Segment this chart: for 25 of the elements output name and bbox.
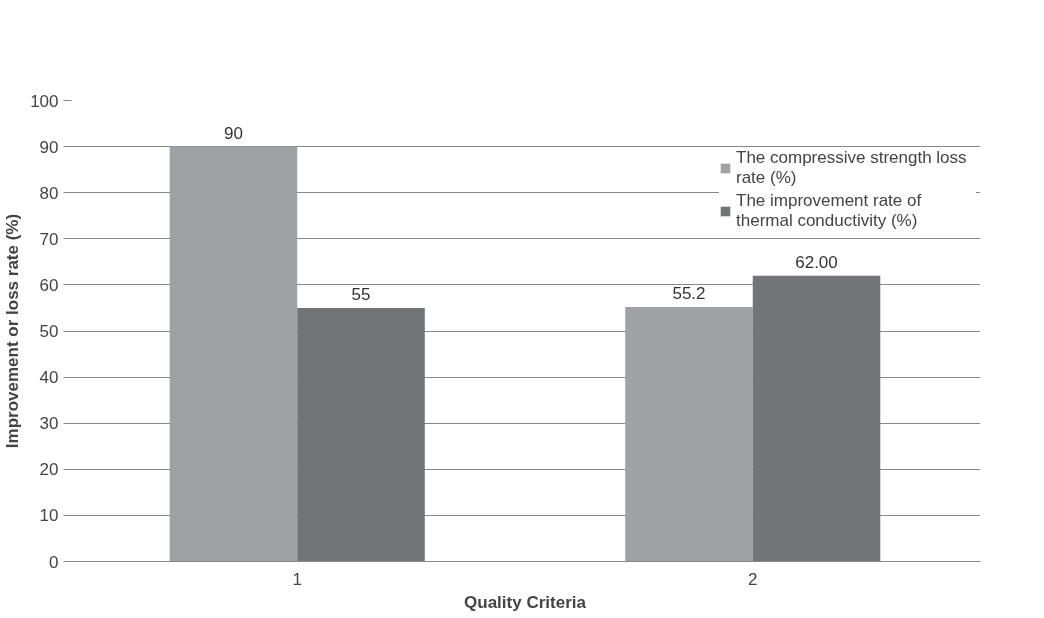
- data-label: 90: [224, 123, 243, 143]
- y-axis-title: Improvement or loss rate (%): [3, 213, 23, 449]
- y-tick-label: 50: [39, 322, 59, 341]
- data-label: 62.00: [795, 252, 838, 272]
- y-tick-label: 20: [39, 460, 59, 480]
- y-tick-label: 30: [39, 414, 59, 434]
- y-tick-label: 70: [39, 229, 59, 249]
- y-tick-label: 80: [39, 183, 59, 203]
- data-label: 55.2: [672, 284, 706, 304]
- x-axis-title: Quality Criteria: [464, 592, 587, 612]
- legend-label: The compressive strength loss rate (%): [736, 148, 968, 188]
- bar: [625, 307, 753, 562]
- y-tick-label: 60: [39, 275, 59, 295]
- bar: [297, 307, 425, 562]
- y-tick-label: 10: [39, 506, 59, 526]
- y-tick-label: 90: [39, 137, 59, 157]
- data-label: 55: [351, 284, 371, 304]
- bar: [752, 275, 881, 562]
- x-tick-label: 1: [292, 569, 302, 589]
- y-tick-label: 100: [30, 91, 59, 111]
- y-tick-label: 40: [39, 368, 59, 388]
- x-tick-label: 2: [748, 569, 758, 589]
- bar: [169, 146, 298, 562]
- legend-label: The improvement rate of thermal conductivity (%): [736, 191, 923, 231]
- y-tick-label: 0: [49, 552, 59, 572]
